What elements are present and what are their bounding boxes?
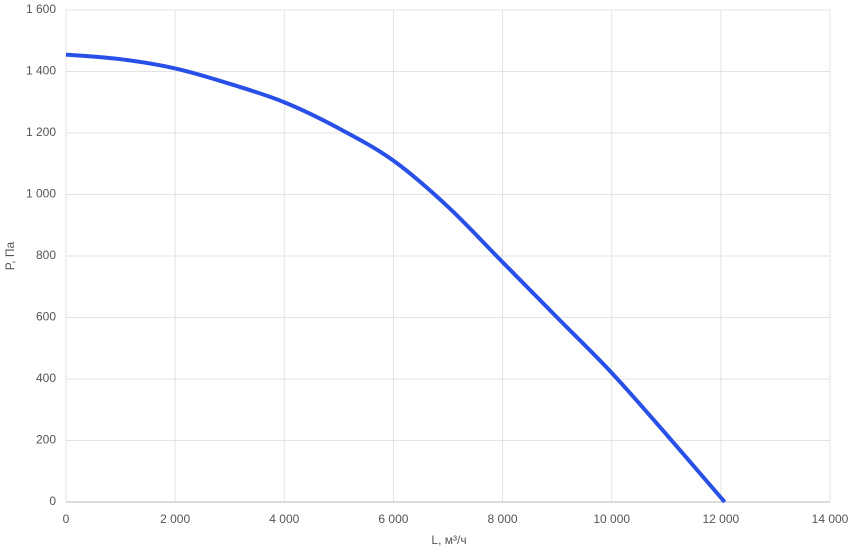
x-tick-label: 2 000 — [160, 512, 190, 526]
y-tick-label: 1 600 — [26, 2, 56, 16]
y-tick-label: 800 — [36, 248, 56, 262]
y-tick-label: 600 — [36, 310, 56, 324]
y-tick-label: 1 200 — [26, 125, 56, 139]
line — [65, 52, 727, 504]
y-tick-label: 1 400 — [26, 64, 56, 78]
x-tick-label: 8 000 — [488, 512, 518, 526]
y-axis-label: P, Па — [3, 241, 17, 270]
x-tick-label: 6 000 — [378, 512, 408, 526]
y-tick-label: 400 — [36, 371, 56, 385]
x-tick-label: 4 000 — [269, 512, 299, 526]
y-tick-label: 1 000 — [26, 187, 56, 201]
y-tick-label: 200 — [36, 433, 56, 447]
x-tick-label: 14 000 — [812, 512, 849, 526]
y-tick-label: 0 — [49, 494, 56, 508]
x-tick-label: 12 000 — [703, 512, 740, 526]
x-axis-label: L, м³/ч — [431, 533, 466, 547]
x-tick-label: 0 — [63, 512, 70, 526]
x-tick-label: 10 000 — [593, 512, 630, 526]
